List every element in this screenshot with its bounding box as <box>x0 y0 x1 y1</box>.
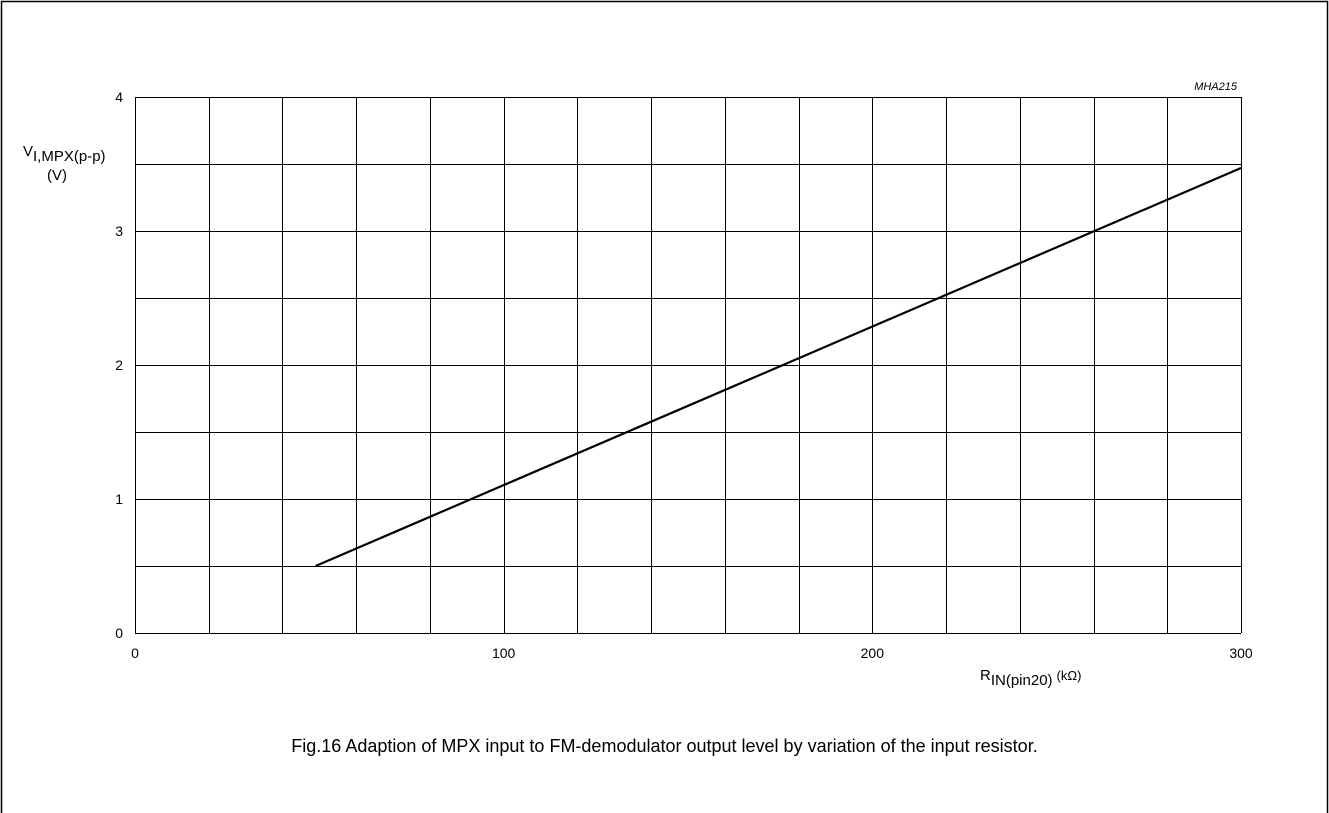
y-tick-label: 3 <box>115 223 123 239</box>
y-tick-label: 4 <box>115 89 123 105</box>
x-tick-label: 200 <box>861 645 885 661</box>
x-tick-label: 0 <box>131 645 139 661</box>
series-line <box>315 166 1242 568</box>
chart-code: MHA215 <box>1194 81 1238 93</box>
y-tick-label: 1 <box>115 491 123 507</box>
y-axis-title: VI,MPX(p-p) <box>23 143 106 165</box>
x-axis-title: RIN(pin20) (kΩ) <box>980 667 1081 689</box>
y-tick-label: 0 <box>115 625 123 641</box>
y-axis-title-sub: I,MPX(p-p) <box>33 148 106 165</box>
figure-caption: Fig.16 Adaption of MPX input to FM-demod… <box>291 736 1038 756</box>
y-axis-title-main: V <box>23 143 33 160</box>
x-tick-labels: 0 100 200 300 <box>131 645 1253 661</box>
x-tick-label: 300 <box>1229 645 1253 661</box>
y-tick-label: 2 <box>115 357 123 373</box>
x-tick-label: 100 <box>492 645 516 661</box>
x-axis-title-main: R <box>980 667 991 684</box>
y-axis-unit: (V) <box>47 167 67 184</box>
chart-series <box>315 166 1242 568</box>
chart-grid <box>135 97 1242 634</box>
x-axis-title-sub: IN(pin20) <box>991 672 1053 689</box>
y-tick-labels: 0 1 2 3 4 <box>115 89 123 641</box>
x-axis-title-unit: (kΩ) <box>1057 668 1082 683</box>
